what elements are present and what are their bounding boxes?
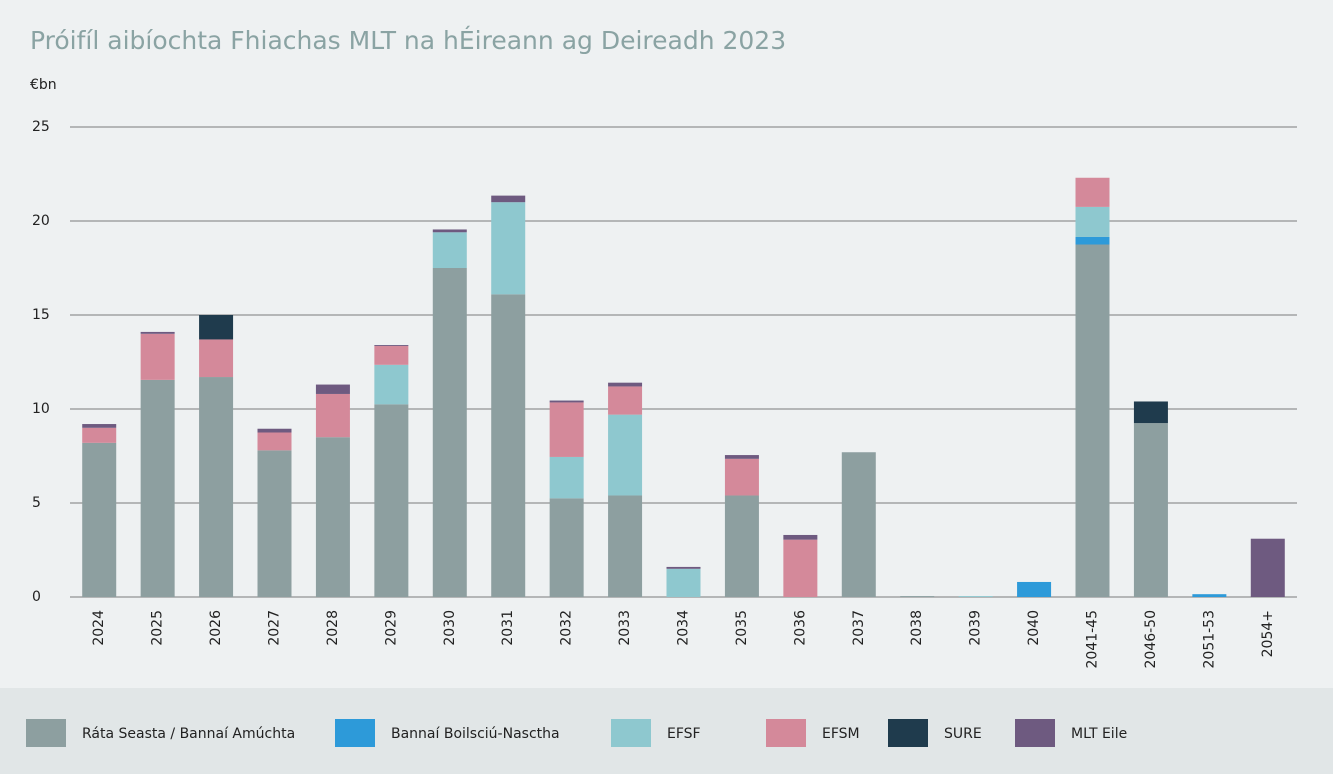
bar-segment	[374, 346, 409, 365]
legend-swatch	[611, 719, 651, 747]
x-tick-label: 2027	[267, 610, 283, 646]
bar-segment	[199, 377, 234, 597]
bar-segment	[140, 379, 175, 597]
bar-segment	[491, 202, 526, 295]
bar-segment	[1017, 581, 1052, 597]
legend-label: EFSM	[822, 726, 860, 742]
bar-segment	[724, 455, 759, 459]
bar-segment	[724, 458, 759, 496]
bar-segment	[257, 450, 292, 597]
bar-segment	[315, 393, 350, 438]
legend-swatch	[888, 719, 928, 747]
bar-segment	[315, 437, 350, 597]
bar-segment	[1075, 177, 1110, 207]
bar-segment	[1075, 236, 1110, 245]
x-tick-label: 2054+	[1260, 610, 1276, 657]
bar-segment	[257, 432, 292, 451]
bar-segment	[82, 442, 117, 597]
legend-label: EFSF	[667, 726, 701, 742]
x-tick-label: 2037	[851, 610, 867, 646]
x-tick-label: 2039	[968, 610, 984, 646]
x-tick-label: 2051-53	[1201, 610, 1217, 669]
bar-segment	[900, 596, 935, 597]
y-tick-label: 20	[32, 213, 50, 229]
bar-segment	[783, 534, 818, 540]
bar-segment	[199, 315, 234, 340]
legend-swatch	[766, 719, 806, 747]
x-tick-label: 2040	[1026, 610, 1042, 646]
bar-segment	[82, 427, 117, 443]
bar-segment	[491, 294, 526, 597]
x-tick-label: 2031	[500, 610, 516, 646]
y-tick-label: 0	[32, 589, 41, 605]
y-tick-label: 15	[32, 307, 50, 323]
bar-segment	[549, 400, 584, 403]
bar-segment	[841, 452, 876, 597]
bar-segment	[432, 229, 467, 233]
x-tick-label: 2028	[325, 610, 341, 646]
x-tick-label: 2034	[676, 610, 692, 646]
x-tick-label: 2024	[91, 610, 107, 646]
y-tick-label: 25	[32, 119, 50, 135]
y-axis-label: €bn	[30, 77, 57, 93]
x-tick-label: 2035	[734, 610, 750, 646]
bar-segment	[783, 539, 818, 597]
legend-swatch	[26, 719, 66, 747]
y-tick-label: 10	[32, 401, 50, 417]
bar-segment	[374, 345, 409, 347]
x-tick-label: 2025	[150, 610, 166, 646]
y-tick-label: 5	[32, 495, 41, 511]
bar-segment	[1075, 206, 1110, 237]
bar-segment	[140, 333, 175, 380]
x-tick-label: 2032	[559, 610, 575, 646]
bar-segment	[666, 566, 701, 569]
legend-swatch	[1015, 719, 1055, 747]
bar-segment	[140, 331, 175, 334]
bar-segment	[549, 498, 584, 597]
legend-label: MLT Eile	[1071, 726, 1127, 742]
bar-segment	[1075, 244, 1110, 597]
legend-background	[0, 688, 1333, 774]
bar-segment	[1192, 594, 1227, 597]
bar-segment	[1250, 538, 1285, 597]
chart-title: Próifíl aibíochta Fhiachas MLT na hÉirea…	[30, 26, 786, 55]
bar-segment	[1133, 423, 1168, 597]
x-tick-label: 2026	[208, 610, 224, 646]
bar-segment	[608, 382, 643, 387]
bar-segment	[958, 596, 993, 597]
bar-segment	[549, 456, 584, 499]
x-tick-label: 2038	[909, 610, 925, 646]
bar-segment	[315, 384, 350, 394]
x-tick-label: 2029	[383, 610, 399, 646]
x-tick-label: 2030	[442, 610, 458, 646]
bar-segment	[82, 424, 117, 428]
legend-label: Ráta Seasta / Bannaí Amúchta	[82, 726, 295, 742]
bar-segment	[1133, 401, 1168, 424]
bar-segment	[608, 386, 643, 415]
x-tick-label: 2033	[617, 610, 633, 646]
bar-segment	[549, 402, 584, 457]
bar-segment	[199, 339, 234, 378]
bar-segment	[432, 232, 467, 268]
x-tick-label: 2036	[792, 610, 808, 646]
bar-segment	[724, 495, 759, 597]
legend-label: Bannaí Boilsciú-Nasctha	[391, 726, 560, 742]
legend-swatch	[335, 719, 375, 747]
bar-segment	[257, 428, 292, 433]
bar-segment	[608, 414, 643, 496]
x-tick-label: 2046-50	[1143, 610, 1159, 669]
bar-segment	[608, 495, 643, 597]
bar-segment	[666, 568, 701, 597]
bar-segment	[374, 364, 409, 405]
bar-segment	[491, 195, 526, 203]
x-tick-label: 2041-45	[1085, 610, 1101, 669]
bar-segment	[374, 404, 409, 597]
legend-label: SURE	[944, 726, 982, 742]
bar-segment	[432, 268, 467, 597]
